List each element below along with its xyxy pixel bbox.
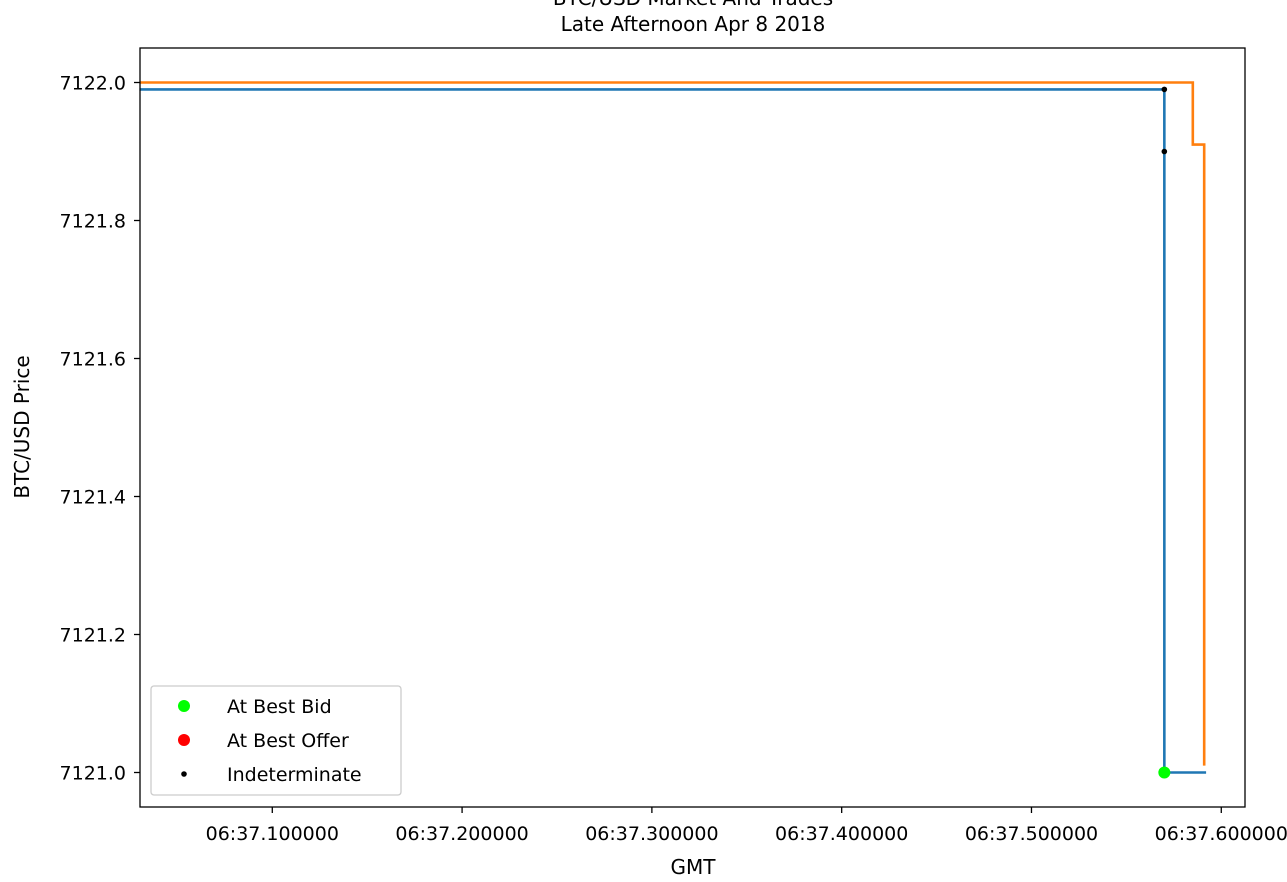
legend-marker-3 <box>181 771 187 777</box>
legend-label-3: Indeterminate <box>227 764 362 786</box>
legend-label-1: At Best Bid <box>227 696 332 718</box>
y-axis-label: BTC/USD Price <box>10 355 34 498</box>
legend-marker-2 <box>178 734 190 746</box>
legend-label-2: At Best Offer <box>227 730 349 752</box>
y-tick-label-6: 7122.0 <box>60 73 126 95</box>
chart-title: BTC/USD Market And Trades <box>553 0 833 10</box>
x-tick-label-5: 06:37.500000 <box>965 823 1098 845</box>
plot-area <box>139 81 1207 779</box>
trade-marker-3-2 <box>1161 148 1168 155</box>
x-tick-label-6: 06:37.600000 <box>1155 823 1287 845</box>
x-axis-label: GMT <box>671 855 717 879</box>
legend-box <box>150 685 402 796</box>
y-tick-label-1: 7121.0 <box>60 763 126 785</box>
y-axis: 7121.0 7121.2 7121.4 7121.6 7121.8 7122.0 <box>60 73 140 785</box>
y-tick-label-3: 7121.4 <box>60 487 126 509</box>
trade-marker-1-1 <box>1158 766 1171 779</box>
x-tick-label-2: 06:37.200000 <box>395 823 528 845</box>
x-tick-label-1: 06:37.100000 <box>206 823 339 845</box>
y-tick-label-2: 7121.2 <box>60 625 126 647</box>
y-tick-label-4: 7121.6 <box>60 349 126 371</box>
plot-frame <box>139 47 1246 808</box>
x-axis: 06:37.100000 06:37.200000 06:37.300000 06:3… <box>206 807 1287 845</box>
chart-subtitle: Late Afternoon Apr 8 2018 <box>561 12 826 36</box>
series-line-1 <box>139 88 1207 774</box>
x-tick-label-4: 06:37.400000 <box>775 823 908 845</box>
trade-marker-3-1 <box>1161 86 1168 93</box>
legend: At Best Bid At Best Offer Indeterminate <box>150 685 402 796</box>
x-tick-label-3: 06:37.300000 <box>585 823 718 845</box>
legend-marker-1 <box>178 700 190 712</box>
y-tick-label-5: 7121.8 <box>60 211 126 233</box>
series-line-2 <box>139 81 1206 766</box>
